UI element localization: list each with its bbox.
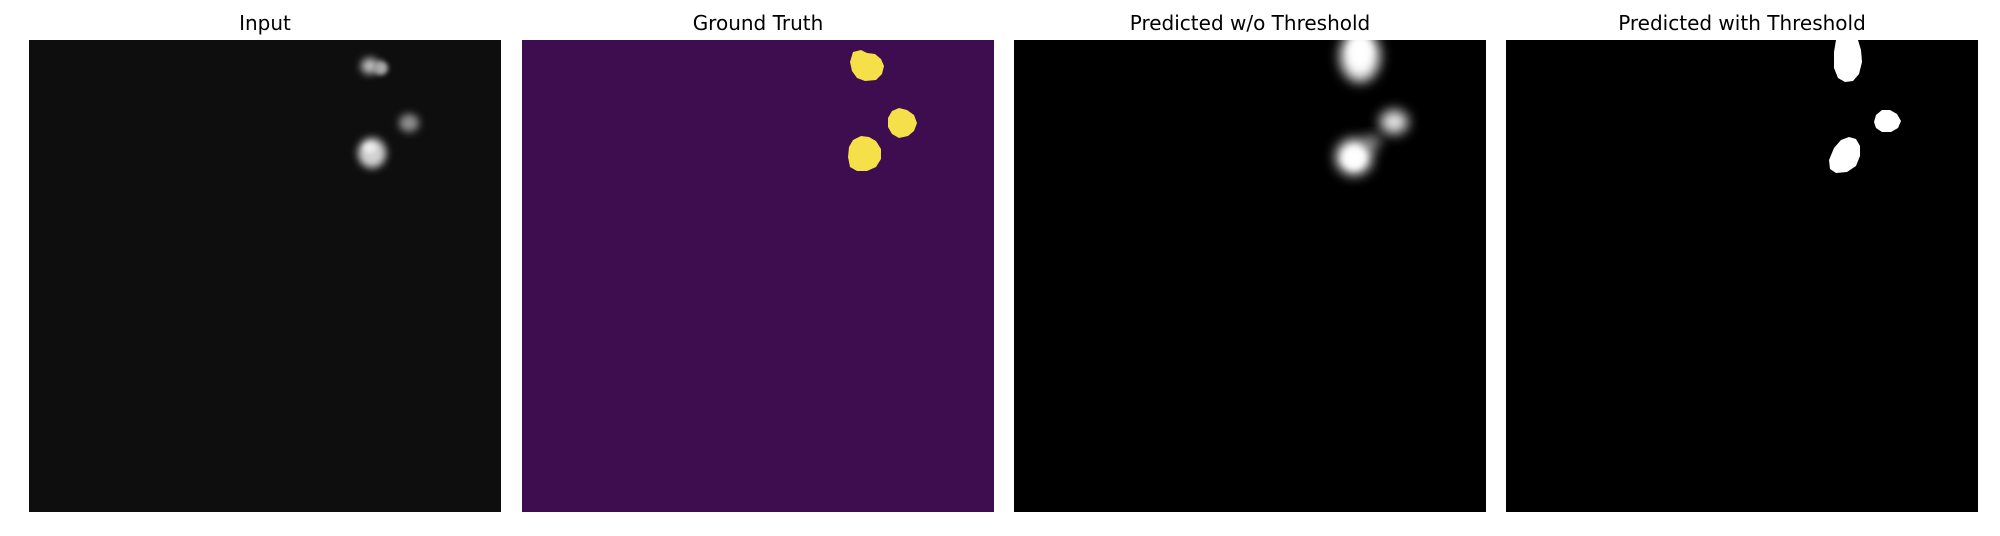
panel-predicted-with-threshold: Predicted with Threshold bbox=[1506, 0, 1978, 536]
panel-title-input: Input bbox=[239, 11, 291, 35]
pred-blob-right bbox=[1380, 110, 1408, 134]
pred-blob-lower-core bbox=[1343, 147, 1365, 169]
input-cell-top-b bbox=[374, 61, 388, 75]
panel-title-ground-truth: Ground Truth bbox=[692, 11, 824, 35]
thr-mask-right bbox=[1874, 110, 1901, 132]
ground-truth-image bbox=[522, 40, 994, 512]
panel-ground-truth: Ground Truth bbox=[522, 0, 994, 536]
thr-mask-top bbox=[1834, 40, 1862, 82]
panel-input: Input bbox=[29, 0, 501, 536]
panel-predicted-without-threshold: Predicted w/o Threshold bbox=[1014, 0, 1486, 536]
panel-title-predicted-without-threshold: Predicted w/o Threshold bbox=[1129, 11, 1371, 35]
predicted-background bbox=[1014, 40, 1486, 512]
predicted-with-threshold-image bbox=[1506, 40, 1978, 512]
input-image bbox=[29, 40, 501, 512]
input-cell-lower bbox=[358, 138, 386, 168]
predicted-blobs bbox=[1336, 40, 1408, 175]
input-cells bbox=[358, 58, 419, 168]
gt-mask-lower bbox=[848, 136, 881, 171]
predicted-without-threshold-image bbox=[1014, 40, 1486, 512]
gt-mask-top bbox=[850, 50, 884, 81]
thresholded-masks bbox=[1829, 40, 1901, 173]
ground-truth-background bbox=[522, 40, 994, 512]
thr-mask-lower bbox=[1829, 137, 1860, 173]
pred-blob-top-core bbox=[1349, 40, 1371, 68]
input-cell-right bbox=[399, 114, 419, 132]
input-background bbox=[29, 40, 501, 512]
gt-mask-right bbox=[888, 108, 917, 138]
ground-truth-masks bbox=[848, 50, 917, 171]
thresholded-background bbox=[1506, 40, 1978, 512]
panel-title-predicted-with-threshold: Predicted with Threshold bbox=[1618, 11, 1866, 35]
input-cell-lower-core bbox=[364, 143, 376, 153]
